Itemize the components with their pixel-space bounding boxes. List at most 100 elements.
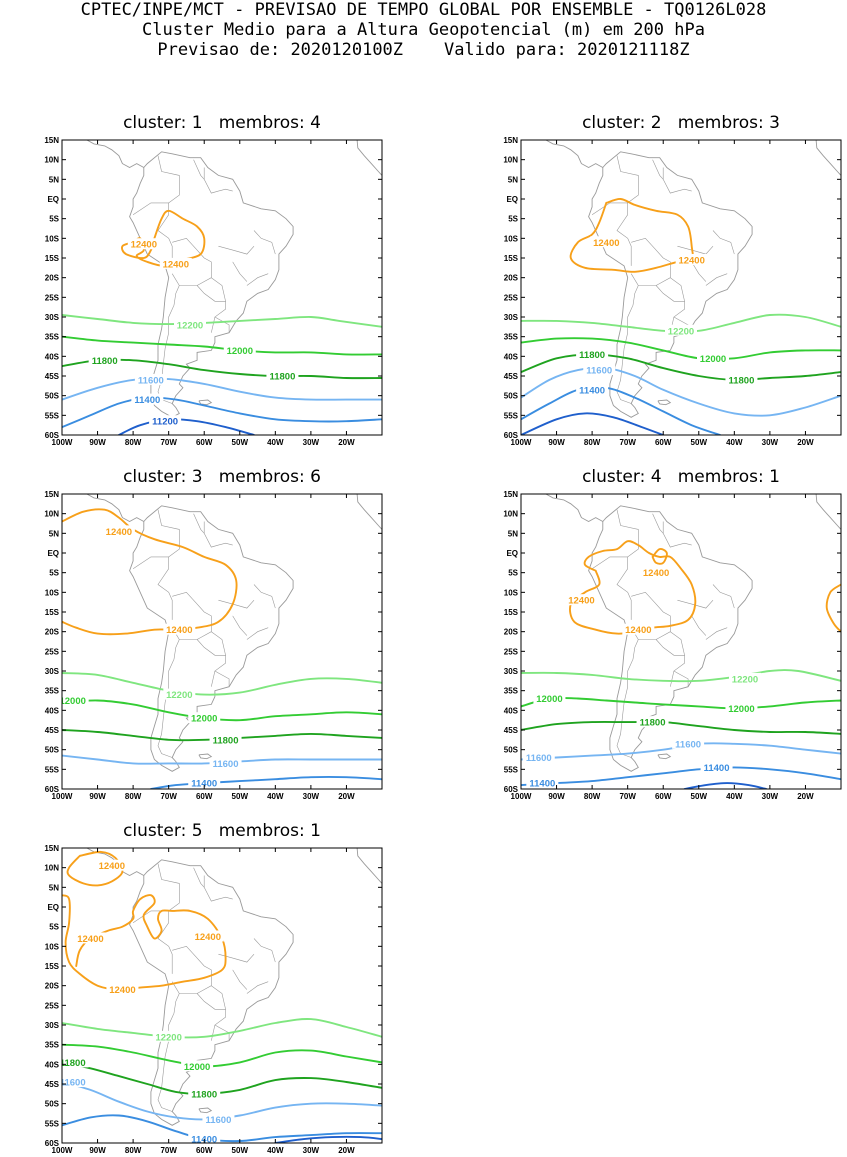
contour-label: 11800 [213, 735, 239, 746]
lat-tick-label: 15N [44, 136, 59, 145]
lat-tick-label: 40S [45, 706, 60, 715]
coastline [356, 140, 382, 176]
contour-11400 [62, 396, 382, 429]
lat-tick-label: 10N [503, 156, 518, 165]
contour-label-bg [62, 694, 89, 706]
lat-tick-label: 15S [45, 608, 60, 617]
lat-tick-label: 55S [504, 411, 519, 420]
header-line-1: CPTEC/INPE/MCT - PREVISAO DE TEMPO GLOBA… [80, 0, 767, 20]
lat-tick-label: 45S [504, 372, 519, 381]
coastline [356, 848, 382, 884]
panel-title: cluster: 4 membros: 1 [582, 467, 780, 487]
lat-tick-label: 20S [45, 274, 60, 283]
country-border [211, 301, 226, 333]
contour-label-bg [576, 348, 609, 360]
country-border [218, 599, 255, 609]
lat-tick-label: 45S [45, 1080, 60, 1089]
lat-tick-label: 50S [45, 1100, 60, 1109]
lat-tick-label: 10S [504, 234, 519, 243]
coastline [129, 505, 294, 772]
country-border [214, 1024, 230, 1041]
contour-label-bg [152, 1030, 185, 1042]
lat-tick-label: 30S [45, 313, 60, 322]
contour-label-bg [62, 1076, 89, 1088]
lat-tick-label: EQ [47, 903, 59, 912]
lat-tick-label: 15S [504, 608, 519, 617]
country-border [232, 261, 248, 282]
lon-tick-label: 70W [619, 792, 636, 801]
coastline [588, 151, 753, 418]
lat-tick-label: 25S [45, 1001, 60, 1010]
contour-label: 11600 [586, 366, 612, 377]
lon-tick-label: 20W [338, 1146, 355, 1155]
plot-frame [61, 847, 383, 1144]
plot-frame [61, 493, 383, 790]
contour-label-bg [223, 344, 256, 356]
coastline [85, 494, 145, 523]
contour-label: 12200 [177, 320, 203, 331]
contour-label-bg [533, 692, 566, 704]
lat-tick-label: 30S [45, 667, 60, 676]
contour-label: 11800 [640, 718, 666, 729]
lat-tick-label: 5N [508, 175, 518, 184]
lat-tick-label: 20S [504, 274, 519, 283]
coastline [657, 753, 672, 760]
lat-tick-label: 60S [45, 1139, 60, 1148]
lon-tick-label: 40W [267, 792, 284, 801]
contour-label-bg [209, 733, 242, 745]
contour-12400 [651, 548, 668, 565]
coastline [657, 399, 672, 406]
lon-tick-label: 20W [797, 438, 814, 447]
contour-11800 [62, 1061, 382, 1095]
country-border [691, 261, 707, 282]
contour-label: 11800 [191, 1089, 217, 1100]
contour-label-bg [163, 688, 196, 700]
lat-tick-label: 10N [503, 510, 518, 519]
map-panel: 1240012400122001200011800118001160011400… [503, 136, 842, 447]
lat-tick-label: 15S [45, 962, 60, 971]
lat-tick-label: 5N [49, 529, 59, 538]
lon-tick-label: 50W [232, 438, 249, 447]
lat-tick-label: 55S [45, 1119, 60, 1128]
lat-tick-label: 5S [508, 569, 518, 578]
contour-11800 [521, 353, 841, 381]
lat-tick-label: 5N [508, 529, 518, 538]
lon-tick-label: 60W [196, 1146, 213, 1155]
lon-tick-label: 100W [511, 792, 532, 801]
plot-frame [520, 139, 842, 436]
contour-label: 11400 [134, 395, 160, 406]
coastline [198, 753, 213, 760]
contour-label-bg [181, 1060, 214, 1072]
contour-label-bg [622, 623, 655, 635]
contour-label: 12000 [227, 346, 253, 357]
lat-tick-label: 25S [45, 647, 60, 656]
country-border [157, 568, 173, 620]
country-border [253, 584, 276, 609]
lat-tick-label: 50S [504, 746, 519, 755]
lat-tick-label: 50S [504, 392, 519, 401]
panel-title: cluster: 2 membros: 3 [582, 113, 780, 133]
contour-label: 12400 [678, 255, 704, 266]
country-border [655, 631, 685, 656]
country-border [652, 159, 664, 180]
contour-label-bg [266, 370, 299, 381]
plot-frame [520, 493, 842, 790]
country-border [218, 953, 255, 963]
lat-tick-label: 5S [49, 923, 59, 932]
map-panel: 12400 12400 12200 12000 12000 11800 11600 11400… [44, 490, 383, 801]
contour-11600 [521, 366, 841, 417]
contour-label-bg [700, 761, 733, 773]
contour-label-bg [159, 257, 192, 269]
contour-11400 [149, 776, 382, 789]
contour-label-bg [102, 525, 135, 537]
coastline [129, 859, 294, 1126]
contour-label-bg [202, 1113, 235, 1125]
contour-11200 [274, 1135, 382, 1143]
contour-label: 12400 [643, 568, 669, 579]
lon-tick-label: 90W [548, 438, 565, 447]
lat-tick-label: EQ [47, 195, 59, 204]
contour-label: 11800 [60, 1058, 86, 1069]
lat-tick-label: 5S [49, 569, 59, 578]
lon-tick-label: 70W [160, 438, 177, 447]
